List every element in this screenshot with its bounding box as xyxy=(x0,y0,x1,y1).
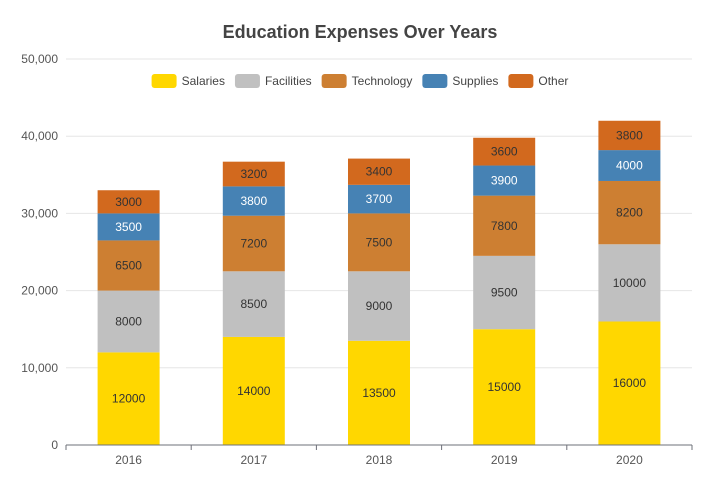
y-tick-label: 10,000 xyxy=(21,361,58,375)
y-tick-label: 20,000 xyxy=(21,284,58,298)
legend-swatch xyxy=(321,74,347,88)
y-axis: 0 10,000 20,000 30,000 40,000 50,000 xyxy=(21,52,58,452)
legend-label: Salaries xyxy=(182,74,225,88)
legend-item[interactable]: Technology xyxy=(321,74,413,88)
bar-segment[interactable] xyxy=(598,180,661,245)
x-tick-label: 2019 xyxy=(491,453,518,467)
data-label: 3600 xyxy=(491,145,518,159)
data-label: 8200 xyxy=(616,206,643,220)
data-label: 3400 xyxy=(366,165,393,179)
bar-segment[interactable] xyxy=(473,137,536,166)
data-label: 10000 xyxy=(613,276,647,290)
bar-segment[interactable] xyxy=(222,336,285,445)
bars: 12000 8000 6500 3500 3000 14000 8500 7200 3800 32… xyxy=(97,120,661,445)
legend-label: Supplies xyxy=(452,74,498,88)
bar-segment[interactable] xyxy=(598,120,661,151)
legend-swatch xyxy=(422,74,448,88)
bar-segment[interactable] xyxy=(222,186,285,216)
chart-title: Education Expenses Over Years xyxy=(223,22,498,42)
legend-item[interactable]: Other xyxy=(508,74,568,88)
data-label: 13500 xyxy=(362,386,396,400)
bar-segment[interactable] xyxy=(222,271,285,337)
x-tick-label: 2016 xyxy=(115,453,142,467)
bar-segment[interactable] xyxy=(348,271,410,341)
bar-segment[interactable] xyxy=(348,340,410,445)
bar-segment[interactable] xyxy=(473,195,536,256)
bar-segment[interactable] xyxy=(222,215,285,272)
data-label: 4000 xyxy=(616,159,643,173)
legend-label: Other xyxy=(538,74,568,88)
legend-swatch xyxy=(151,74,177,88)
bar-segment[interactable] xyxy=(473,255,536,330)
data-label: 7800 xyxy=(491,219,518,233)
legend-item[interactable]: Facilities xyxy=(234,74,312,88)
legend-label: Facilities xyxy=(265,74,312,88)
y-tick-label: 0 xyxy=(51,438,58,452)
data-label: 8000 xyxy=(115,314,142,328)
data-label: 3500 xyxy=(115,220,142,234)
legend-swatch xyxy=(508,74,534,88)
data-label: 3900 xyxy=(491,174,518,188)
bar-segment[interactable] xyxy=(348,158,410,185)
bar-segment[interactable] xyxy=(97,190,160,214)
data-label: 3000 xyxy=(115,195,142,209)
bar-segment[interactable] xyxy=(222,161,285,187)
data-label: 9000 xyxy=(366,299,393,313)
bar-segment[interactable] xyxy=(97,240,160,291)
data-label: 3200 xyxy=(240,167,267,181)
bar-segment[interactable] xyxy=(598,321,661,445)
bar-segment[interactable] xyxy=(97,352,160,445)
bar-segment[interactable] xyxy=(348,184,410,214)
legend-item[interactable]: Supplies xyxy=(422,74,498,88)
bar-segment[interactable] xyxy=(97,213,160,241)
bar-segment[interactable] xyxy=(473,165,536,196)
legend-item[interactable]: Salaries xyxy=(151,74,225,88)
data-label: 7200 xyxy=(240,237,267,251)
x-tick-label: 2017 xyxy=(240,453,267,467)
y-tick-label: 30,000 xyxy=(21,206,58,220)
data-label: 14000 xyxy=(237,384,271,398)
bar-segment[interactable] xyxy=(348,213,410,272)
bar-segment[interactable] xyxy=(598,244,661,322)
x-axis: 2016 2017 2018 2019 2020 xyxy=(65,444,693,467)
data-label: 15000 xyxy=(488,380,522,394)
data-label: 8500 xyxy=(240,297,267,311)
data-label: 3800 xyxy=(240,194,267,208)
data-label: 6500 xyxy=(115,259,142,273)
legend-label: Technology xyxy=(352,74,413,88)
bar-segment[interactable] xyxy=(473,329,536,445)
data-label: 3700 xyxy=(366,192,393,206)
bar-segment[interactable] xyxy=(97,290,160,353)
data-label: 16000 xyxy=(613,376,647,390)
data-label: 7500 xyxy=(366,235,393,249)
data-label: 9500 xyxy=(491,286,518,300)
x-tick-label: 2018 xyxy=(366,453,393,467)
data-label: 12000 xyxy=(112,392,146,406)
y-tick-label: 50,000 xyxy=(21,52,58,66)
legend-swatch xyxy=(234,74,260,88)
legend[interactable]: Salaries Facilities Technology Supplies Othe… xyxy=(151,74,569,88)
x-tick-label: 2020 xyxy=(616,453,643,467)
bar-segment[interactable] xyxy=(598,150,661,181)
y-tick-label: 40,000 xyxy=(21,129,58,143)
data-label: 3800 xyxy=(616,128,643,142)
